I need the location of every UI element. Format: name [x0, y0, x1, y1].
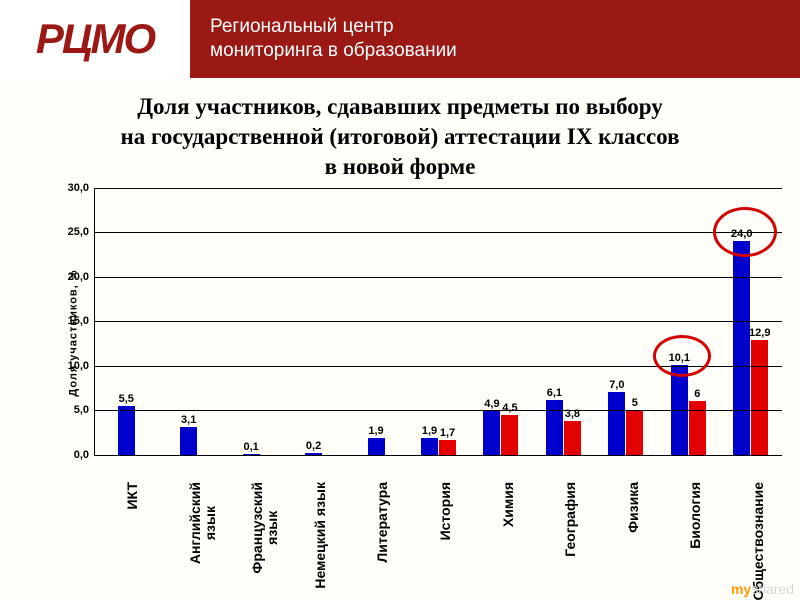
header-line-1: Региональный центр: [210, 15, 457, 39]
watermark: myshared: [731, 581, 794, 597]
x-tick-label: География: [563, 482, 578, 557]
logo-box: РЦМО: [0, 0, 190, 78]
y-tick-label: 15,0: [68, 315, 95, 327]
x-tick-label: Французский язык: [250, 482, 281, 574]
bar-value-label: 10,1: [669, 352, 690, 364]
bar-value-label: 1,9: [422, 425, 437, 437]
x-tick-label: История: [438, 482, 453, 540]
bar-series-1: 6,1: [546, 400, 563, 454]
gridline: [95, 321, 782, 322]
bar-value-label: 24,0: [731, 228, 752, 240]
gridline: [95, 277, 782, 278]
bar-series-1: 7,0: [608, 392, 625, 454]
y-axis-label: Доля участников, %: [68, 269, 80, 396]
bar-value-label: 1,7: [440, 427, 455, 439]
bar-series-1: 0,2: [305, 453, 322, 455]
bar-series-1: 0,1: [243, 454, 260, 455]
x-tick-label: Физика: [626, 482, 641, 533]
bar-value-label: 1,9: [368, 425, 383, 437]
logo-text: РЦМО: [36, 15, 154, 63]
x-tick-label: Английский язык: [188, 482, 219, 564]
bar-series-2: 5: [626, 410, 643, 455]
bar-value-label: 6: [694, 388, 700, 400]
bar-series-2: 4,5: [501, 415, 518, 455]
header-subtitle: Региональный центр мониторинга в образов…: [210, 15, 457, 63]
x-tick-label: Литература: [375, 482, 390, 563]
bar-value-label: 0,2: [306, 440, 321, 452]
bar-series-1: 4,9: [483, 411, 500, 455]
header-line-2: мониторинга в образовании: [210, 39, 457, 63]
bar-value-label: 5: [632, 397, 638, 409]
bar-value-label: 12,9: [749, 327, 770, 339]
bar-value-label: 4,5: [502, 402, 517, 414]
title-line-1: Доля участников, сдававших предметы по в…: [137, 94, 663, 119]
bar-series-2: 3,8: [564, 421, 581, 455]
gridline: [95, 188, 782, 189]
bar-series-1: 3,1: [180, 427, 197, 455]
bar-value-label: 5,5: [119, 393, 134, 405]
title-line-3: в новой форме: [325, 154, 476, 179]
bar-series-1: 5,5: [118, 406, 135, 455]
x-tick-label: ИКТ: [125, 482, 140, 510]
bar-value-label: 0,1: [243, 441, 258, 453]
bar-value-label: 4,9: [484, 398, 499, 410]
x-tick-label: Немецкий язык: [313, 482, 328, 589]
bar-series-1: 1,9: [368, 438, 385, 455]
plot-region: 5,53,10,10,21,91,91,74,94,56,13,87,0510,…: [94, 188, 782, 456]
y-tick-label: 30,0: [68, 182, 95, 194]
y-tick-label: 20,0: [68, 271, 95, 283]
y-tick-label: 5,0: [74, 404, 95, 416]
x-tick-label: Биология: [688, 482, 703, 549]
gridline: [95, 366, 782, 367]
chart-area: Доля участников, % 5,53,10,10,21,91,91,7…: [60, 188, 782, 478]
header-band: РЦМО Региональный центр мониторинга в об…: [0, 0, 800, 78]
y-tick-label: 25,0: [68, 226, 95, 238]
bar-series-2: 1,7: [439, 440, 456, 455]
chart-title: Доля участников, сдававших предметы по в…: [30, 92, 770, 182]
bar-value-label: 7,0: [609, 379, 624, 391]
y-tick-label: 0,0: [74, 449, 95, 461]
gridline: [95, 410, 782, 411]
bar-series-2: 12,9: [751, 340, 768, 455]
y-tick-label: 10,0: [68, 360, 95, 372]
gridline: [95, 232, 782, 233]
bar-series-1: 24,0: [733, 241, 750, 455]
bar-value-label: 6,1: [547, 387, 562, 399]
bar-series-1: 1,9: [421, 438, 438, 455]
bar-value-label: 3,1: [181, 414, 196, 426]
x-tick-label: Химия: [501, 482, 516, 527]
title-line-2: на государственной (итоговой) аттестации…: [120, 124, 679, 149]
